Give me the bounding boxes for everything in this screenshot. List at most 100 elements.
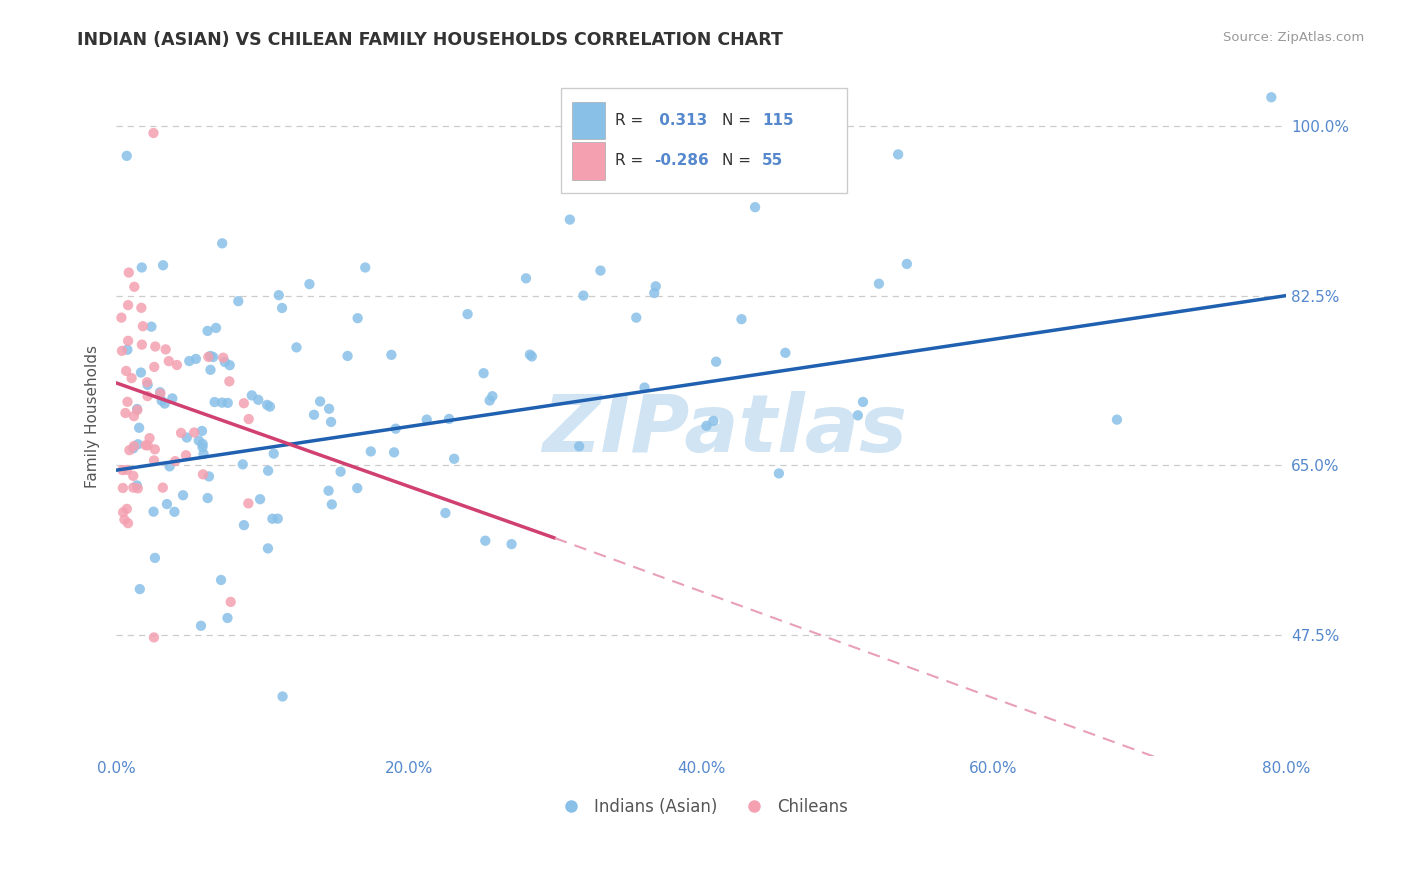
Point (852, 395, 875, 409)
Point (416, 412, 439, 426)
Point (520, 350, 543, 364)
Point (111, 463, 134, 477)
Point (111, 481, 134, 495)
Point (232, 458, 254, 472)
Point (122, 409, 145, 423)
Point (122, 481, 145, 495)
Text: R =: R = (614, 153, 648, 169)
Point (336, 349, 359, 363)
Point (128, 421, 150, 435)
Point (135, 438, 157, 452)
Point (117, 343, 139, 357)
FancyBboxPatch shape (572, 102, 605, 139)
Point (124, 280, 146, 294)
Point (302, 408, 325, 422)
Point (434, 506, 457, 520)
FancyBboxPatch shape (561, 87, 848, 193)
Point (142, 126, 165, 140)
Point (191, 440, 214, 454)
Point (152, 258, 174, 272)
Point (115, 364, 138, 378)
Point (285, 340, 308, 354)
Point (329, 465, 352, 479)
Point (200, 363, 222, 377)
Point (143, 453, 166, 467)
Point (321, 497, 343, 511)
Point (131, 260, 153, 275)
Point (198, 469, 221, 483)
Point (163, 505, 186, 519)
Point (380, 348, 402, 362)
Point (319, 415, 342, 429)
Point (457, 307, 479, 321)
Point (121, 371, 143, 385)
Point (633, 380, 655, 394)
Point (238, 496, 260, 510)
Point (354, 260, 377, 275)
Point (131, 301, 153, 315)
Point (249, 492, 271, 507)
Point (247, 392, 270, 407)
Point (346, 481, 368, 495)
Text: 55: 55 (762, 153, 783, 169)
Point (219, 595, 242, 609)
Point (118, 443, 141, 458)
Point (437, 412, 460, 426)
Point (191, 424, 214, 438)
Point (172, 488, 194, 502)
Point (176, 431, 198, 445)
Point (768, 467, 790, 481)
Point (143, 339, 166, 353)
Point (256, 398, 278, 412)
Point (346, 311, 368, 326)
Point (318, 401, 340, 416)
Point (211, 395, 233, 409)
Point (128, 582, 150, 596)
Point (204, 395, 226, 409)
Point (112, 505, 135, 519)
Point (501, 537, 523, 551)
Text: N =: N = (723, 153, 756, 169)
Point (626, 310, 648, 325)
Point (110, 310, 132, 325)
Text: -0.286: -0.286 (654, 153, 709, 169)
Legend: Indians (Asian), Chileans: Indians (Asian), Chileans (547, 791, 855, 822)
Point (197, 324, 219, 338)
Point (115, 502, 138, 516)
Point (155, 343, 177, 357)
Point (117, 334, 139, 348)
Point (197, 350, 219, 364)
Point (257, 464, 280, 478)
Point (271, 301, 294, 315)
Point (572, 288, 595, 302)
Point (271, 690, 294, 704)
Point (262, 512, 284, 526)
Point (209, 573, 232, 587)
Point (125, 402, 148, 417)
Point (153, 396, 176, 410)
Point (166, 358, 188, 372)
Point (136, 378, 159, 392)
Point (115, 149, 138, 163)
Point (117, 298, 139, 312)
Point (118, 266, 141, 280)
Point (165, 454, 187, 468)
Point (149, 385, 172, 400)
Point (217, 611, 239, 625)
Point (474, 533, 496, 548)
Point (1105, 412, 1128, 426)
Point (143, 550, 166, 565)
Point (568, 439, 591, 453)
Point (127, 482, 149, 496)
Point (267, 511, 290, 525)
Text: Source: ZipAtlas.com: Source: ZipAtlas.com (1223, 31, 1364, 45)
Point (143, 359, 166, 374)
Point (589, 263, 612, 277)
Point (112, 512, 135, 526)
Point (183, 425, 205, 440)
Point (117, 394, 139, 409)
Point (127, 437, 149, 451)
Point (202, 350, 225, 364)
Point (191, 437, 214, 451)
Point (212, 351, 235, 365)
